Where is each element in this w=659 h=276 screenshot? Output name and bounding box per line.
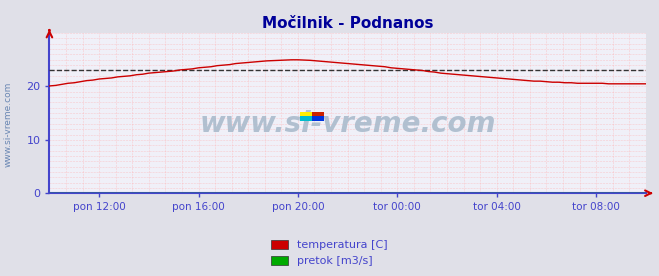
Text: www.si-vreme.com: www.si-vreme.com — [3, 81, 13, 167]
Text: www.si-vreme.com: www.si-vreme.com — [200, 110, 496, 138]
Title: Močilnik - Podnanos: Močilnik - Podnanos — [262, 15, 434, 31]
Legend: temperatura [C], pretok [m3/s]: temperatura [C], pretok [m3/s] — [267, 235, 392, 270]
